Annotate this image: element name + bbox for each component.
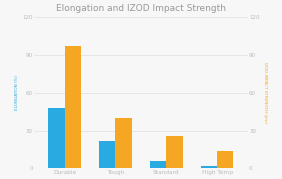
Bar	[99, 141, 116, 168]
Bar	[201, 166, 217, 168]
Bar	[166, 136, 183, 168]
Bar	[116, 118, 132, 168]
Bar	[65, 46, 81, 168]
Title: Elongation and IZOD Impact Strength: Elongation and IZOD Impact Strength	[56, 4, 226, 13]
Bar	[48, 108, 65, 168]
Y-axis label: IZOD IMPACT STRENGTH (J/m): IZOD IMPACT STRENGTH (J/m)	[263, 62, 266, 123]
Bar	[150, 161, 166, 168]
Bar	[217, 151, 233, 168]
Y-axis label: ELONGATION (%): ELONGATION (%)	[16, 75, 19, 110]
